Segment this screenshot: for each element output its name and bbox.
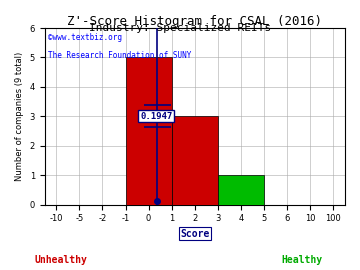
Text: Unhealthy: Unhealthy [35,255,87,265]
Text: Industry: Specialized REITs: Industry: Specialized REITs [89,23,271,33]
Bar [218,175,264,204]
Text: The Research Foundation of SUNY: The Research Foundation of SUNY [48,51,191,60]
X-axis label: Score: Score [180,229,210,239]
Text: Healthy: Healthy [282,255,323,265]
Bar [126,58,172,204]
Text: ©www.textbiz.org: ©www.textbiz.org [48,33,122,42]
Text: 0.1947: 0.1947 [140,112,172,121]
Title: Z'-Score Histogram for CSAL (2016): Z'-Score Histogram for CSAL (2016) [67,15,322,28]
Y-axis label: Number of companies (9 total): Number of companies (9 total) [15,52,24,181]
Bar [172,116,218,204]
